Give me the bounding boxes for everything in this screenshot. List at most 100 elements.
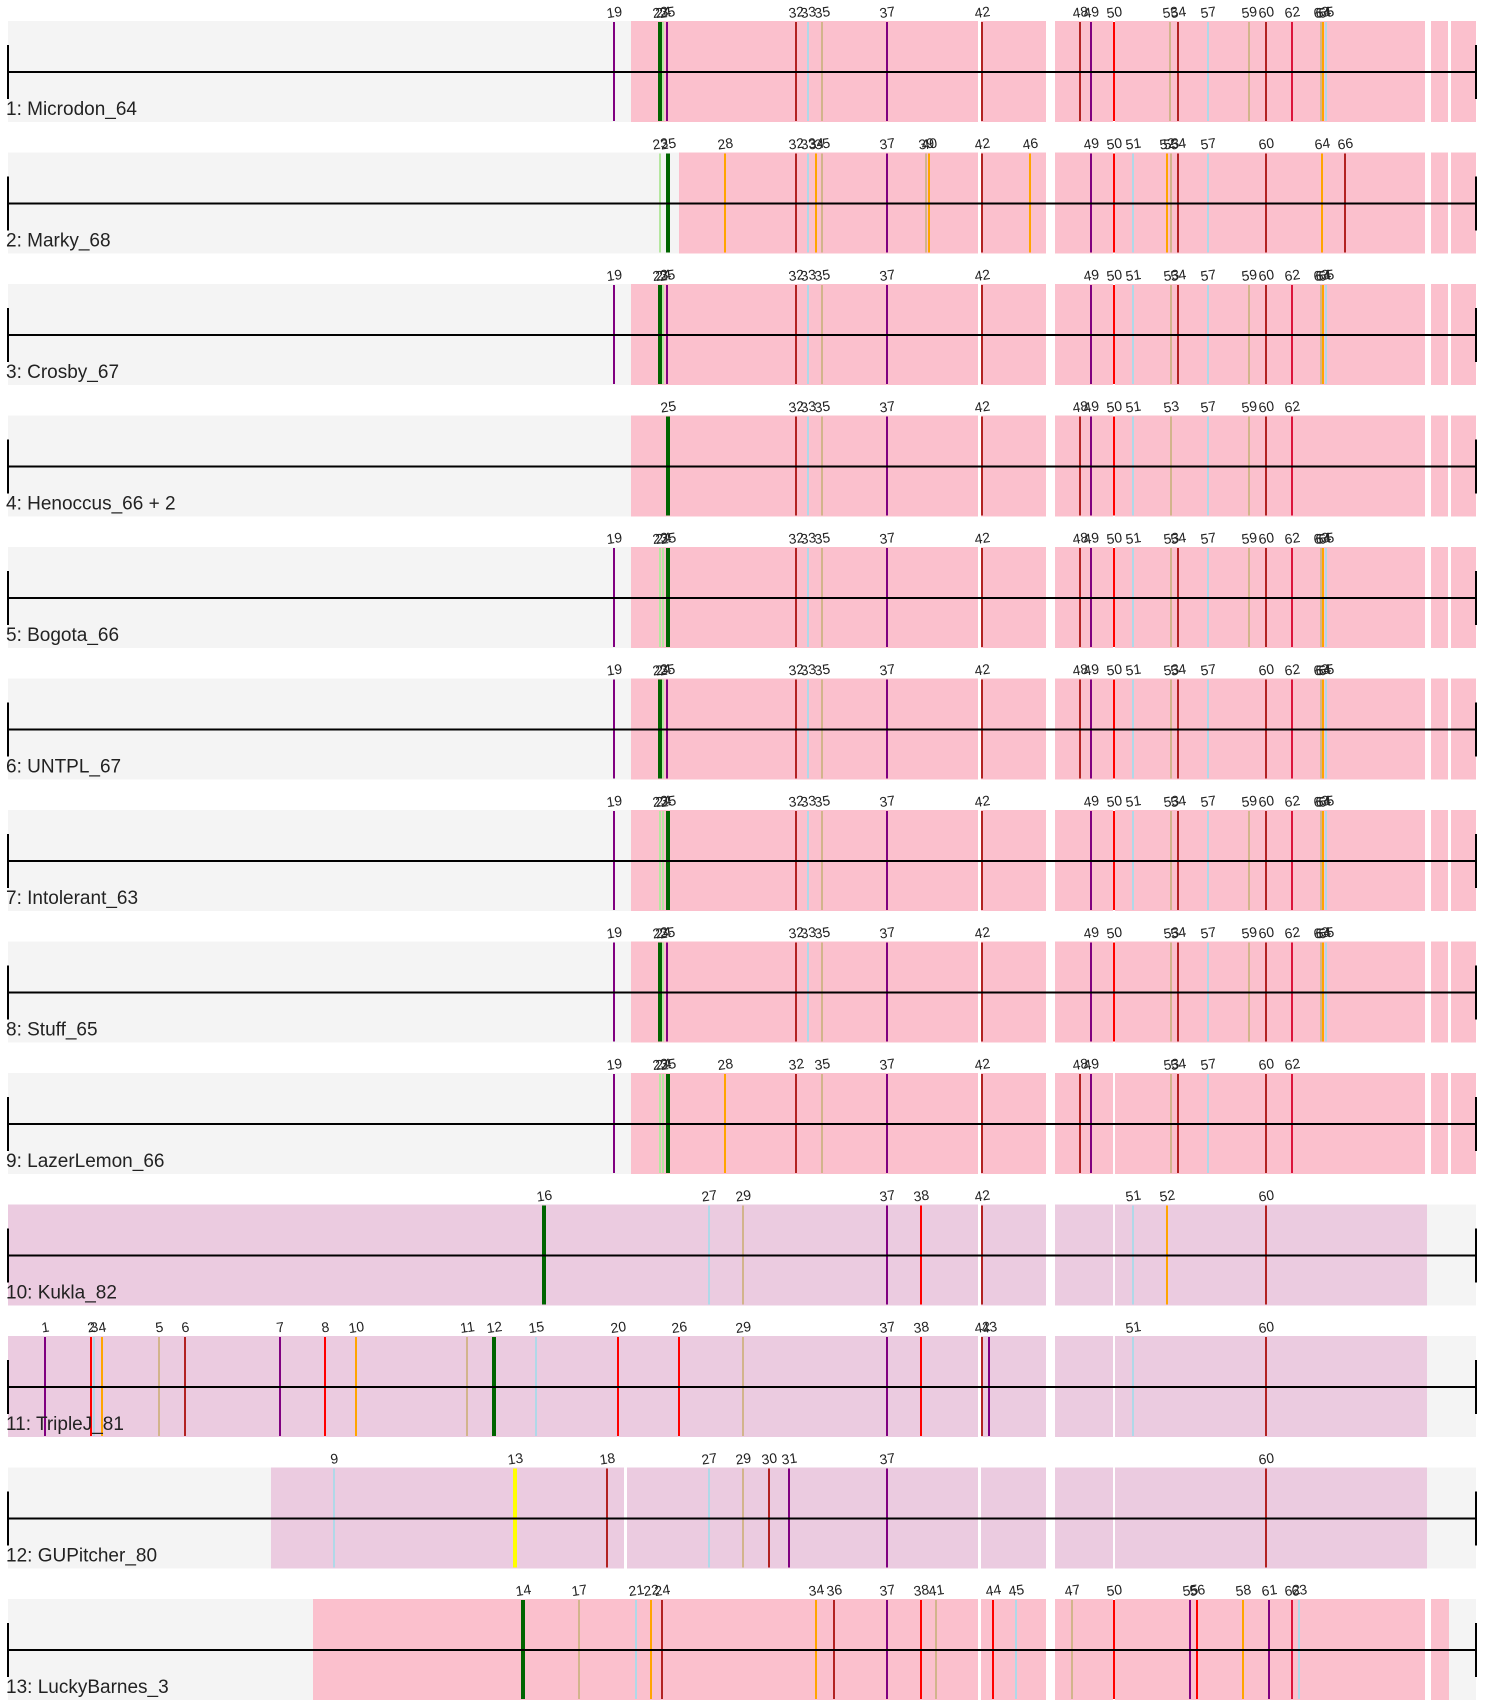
pham-number: 7	[275, 1319, 285, 1336]
pham-number: 48	[1071, 398, 1089, 416]
pham-number: 35	[813, 135, 831, 153]
pham-number: 22	[642, 1581, 660, 1599]
pham-number: 37	[878, 792, 896, 810]
pham-number: 34	[807, 135, 825, 153]
pham-number: 42	[973, 1187, 991, 1205]
pham-number: 52	[1158, 1187, 1176, 1205]
pham-number: 60	[1257, 529, 1275, 547]
pham-number: 64	[1314, 266, 1332, 284]
pham-number: 41	[927, 1581, 945, 1599]
pham-number: 58	[1234, 1581, 1252, 1599]
pham-number: 35	[813, 924, 831, 942]
pham-number: 59	[1240, 398, 1258, 416]
pham-number: 51	[1124, 1187, 1142, 1205]
pham-number: 64	[1314, 529, 1332, 547]
pham-number: 53	[1162, 266, 1180, 284]
pham-number: 42	[973, 924, 991, 942]
pham-number: 2	[86, 1319, 96, 1336]
pham-number: 33	[799, 266, 817, 284]
pham-number: 42	[973, 1055, 991, 1073]
pham-number: 37	[878, 1318, 896, 1336]
track-label: 3: Crosby_67	[6, 362, 119, 383]
pham-number: 37	[878, 135, 896, 153]
pham-number: 54	[1169, 1055, 1187, 1073]
pham-number: 51	[1124, 792, 1142, 810]
track-label: 6: UNTPL_67	[6, 757, 121, 778]
pham-number: 25	[659, 529, 677, 547]
pham-number: 56	[1188, 1581, 1206, 1599]
pham-number: 25	[659, 135, 677, 153]
track-label: 9: LazerLemon_66	[6, 1151, 164, 1172]
pham-number: 49	[1082, 1055, 1100, 1073]
pham-number: 62	[1283, 3, 1301, 21]
pham-number: 12	[485, 1318, 503, 1336]
pham-number: 28	[716, 135, 734, 153]
pham-number: 32	[787, 529, 805, 547]
pham-number: 50	[1105, 792, 1123, 810]
pham-number: 63	[1312, 529, 1330, 547]
pham-number: 42	[973, 661, 991, 679]
pham-number: 38	[912, 1581, 930, 1599]
pham-number: 42	[973, 266, 991, 284]
pham-number: 57	[1199, 661, 1217, 679]
pham-number: 33	[799, 529, 817, 547]
pham-number: 49	[1082, 266, 1100, 284]
pham-number: 24	[654, 1055, 672, 1073]
pham-number: 62	[1283, 661, 1301, 679]
pham-number: 37	[878, 1187, 896, 1205]
pham-number: 53	[1161, 3, 1179, 21]
pham-number: 63	[1312, 3, 1330, 21]
pham-number: 48	[1071, 529, 1089, 547]
pham-number: 4	[97, 1319, 107, 1336]
pham-number: 16	[535, 1187, 553, 1205]
track-label: 10: Kukla_82	[6, 1283, 117, 1304]
pham-number: 19	[605, 529, 623, 547]
pham-number: 14	[514, 1581, 532, 1599]
pham-number: 24	[654, 529, 672, 547]
pham-number: 32	[787, 661, 805, 679]
pham-number: 57	[1199, 266, 1217, 284]
pham-number: 21	[627, 1581, 645, 1599]
pham-number: 30	[760, 1450, 778, 1468]
pham-number: 54	[1169, 924, 1187, 942]
pham-number: 51	[1124, 266, 1142, 284]
pham-number: 60	[1257, 924, 1275, 942]
pham-number: 59	[1240, 792, 1258, 810]
pham-number: 59	[1240, 3, 1258, 21]
pham-number: 18	[598, 1450, 616, 1468]
pham-number: 25	[658, 924, 676, 942]
pham-number: 43	[980, 1318, 998, 1336]
pham-number: 32	[787, 924, 805, 942]
pham-number: 60	[1257, 792, 1275, 810]
pham-number: 48	[1071, 3, 1089, 21]
pham-number: 32	[787, 135, 805, 153]
pham-number: 37	[878, 1581, 896, 1599]
pham-number: 53	[1162, 398, 1180, 416]
pham-number: 19	[605, 266, 623, 284]
pham-number: 35	[813, 3, 831, 21]
pham-number: 33	[799, 135, 817, 153]
pham-number: 40	[920, 135, 938, 153]
pham-number: 9	[329, 1450, 339, 1467]
pham-number: 53	[1162, 529, 1180, 547]
pham-number: 32	[787, 792, 805, 810]
pham-number: 1	[40, 1319, 50, 1336]
pham-number: 53	[1162, 661, 1180, 679]
pham-number: 50	[1105, 1581, 1123, 1599]
pham-number: 60	[1257, 1450, 1275, 1468]
pham-number: 59	[1240, 924, 1258, 942]
pham-number: 23	[651, 3, 669, 21]
track-label: 5: Bogota_66	[6, 625, 119, 646]
pham-number: 33	[799, 924, 817, 942]
pham-number: 54	[1169, 792, 1187, 810]
pham-number: 49	[1082, 135, 1100, 153]
pham-number: 13	[506, 1450, 524, 1468]
pham-number: 35	[813, 398, 831, 416]
pham-number: 23	[651, 529, 669, 547]
pham-number: 42	[973, 3, 991, 21]
pham-number: 62	[1283, 266, 1301, 284]
